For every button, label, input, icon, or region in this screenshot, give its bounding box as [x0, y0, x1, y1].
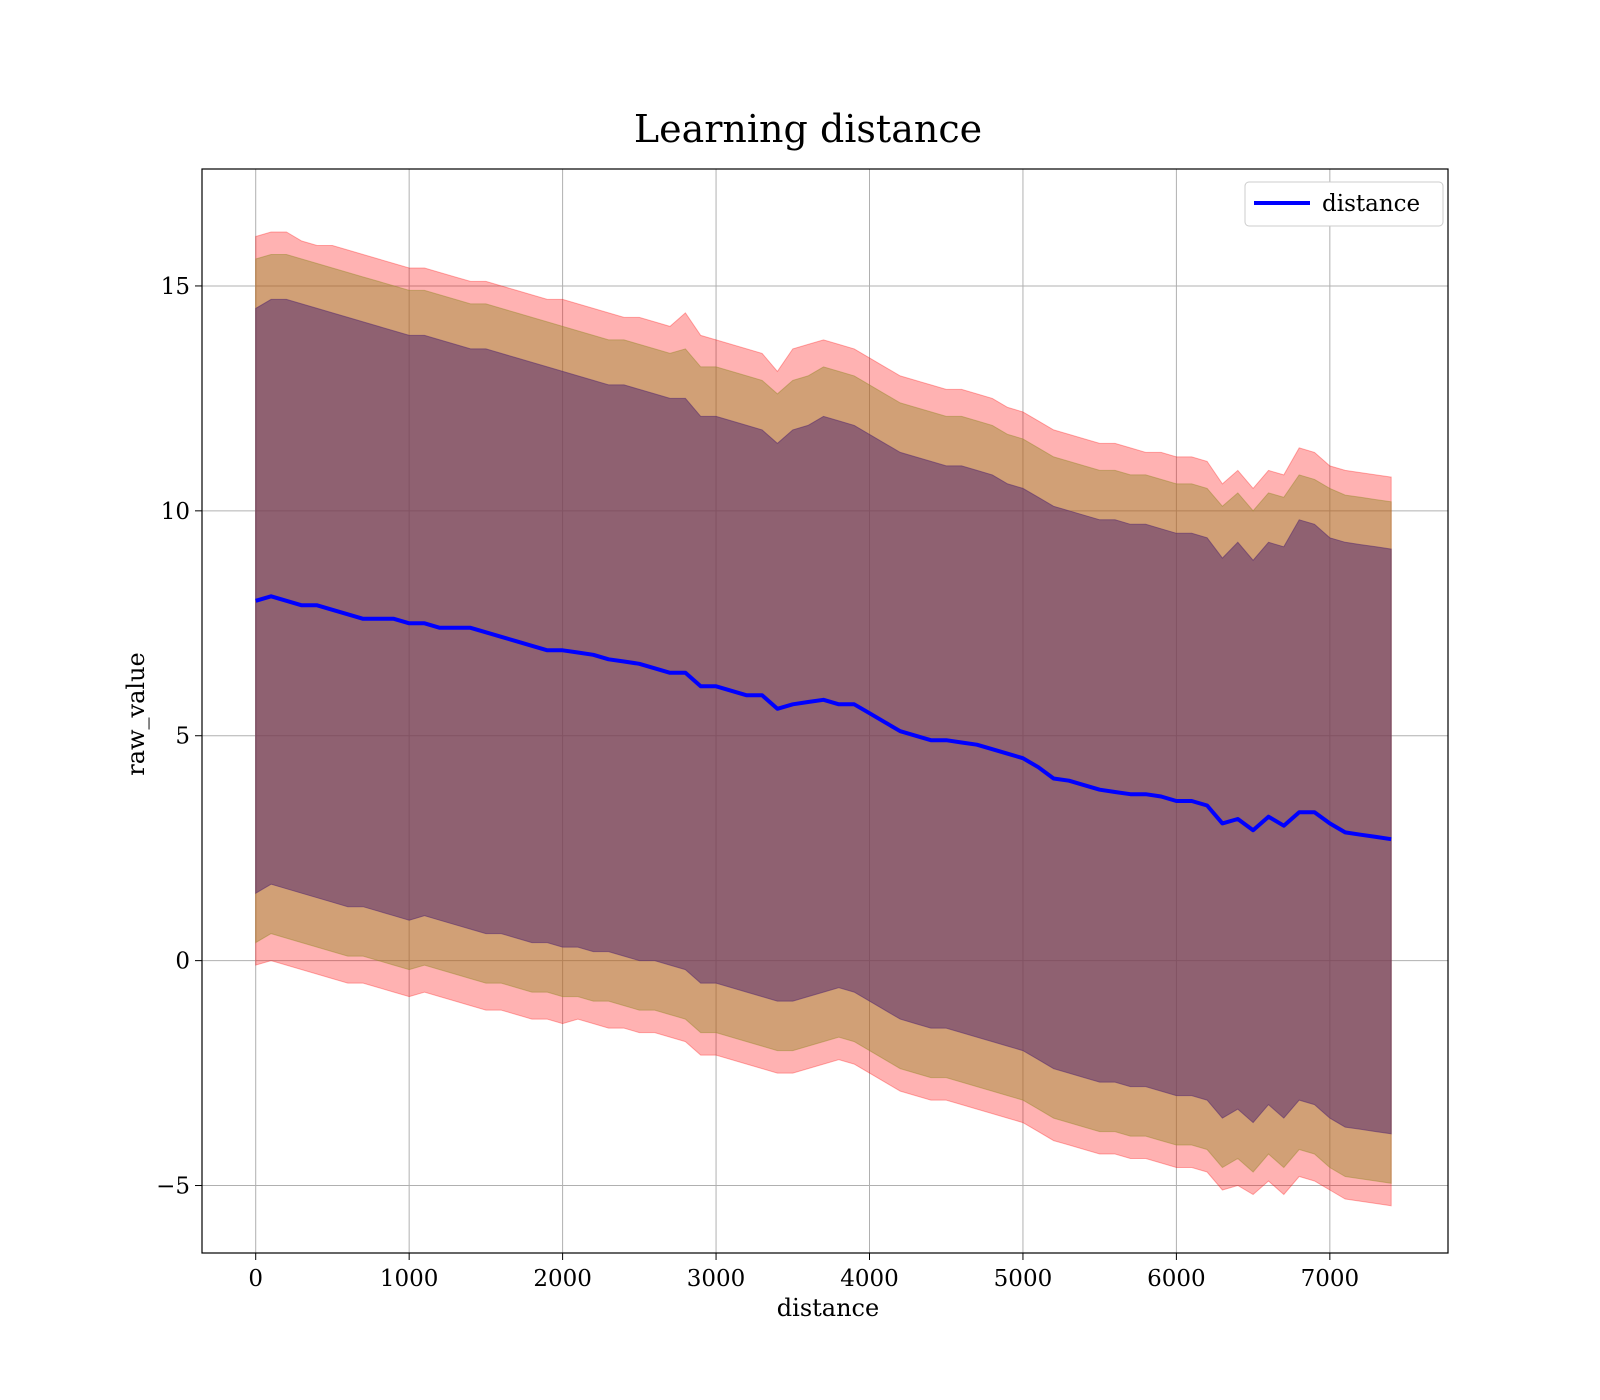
series-lines [255, 594, 1392, 842]
x-tick-label: 4000 [840, 1266, 899, 1292]
y-axis-ticks: −5 0 5 10 15 [156, 274, 202, 1200]
y-axis-label: raw_value [122, 652, 150, 776]
x-tick-label: 2000 [533, 1266, 592, 1292]
axes-frame [201, 168, 1449, 1254]
y-tick-label: 0 [175, 949, 190, 975]
x-tick-label: 6000 [1147, 1266, 1206, 1292]
legend-label-distance: distance [1322, 191, 1420, 217]
legend: distance [1244, 181, 1444, 227]
chart-title: Learning distance [634, 107, 982, 151]
x-tick-label: 7000 [1301, 1266, 1360, 1292]
y-tick-label: 15 [161, 274, 190, 300]
confidence-bands [255, 231, 1392, 1207]
plot-area: 0 1000 2000 3000 4000 5000 6000 7000 −5 0 5 10 15 [156, 168, 1449, 1292]
x-tick-label: 3000 [687, 1266, 746, 1292]
x-tick-label: 0 [248, 1266, 263, 1292]
series-line-distance [255, 594, 1392, 842]
x-tick-label: 1000 [380, 1266, 439, 1292]
x-axis-ticks: 0 1000 2000 3000 4000 5000 6000 7000 [248, 1253, 1359, 1292]
band-inner [255, 298, 1392, 1135]
y-tick-label: −5 [156, 1174, 190, 1200]
x-tick-label: 5000 [994, 1266, 1053, 1292]
y-tick-label: 5 [175, 724, 190, 750]
legend-box [1244, 181, 1444, 227]
y-tick-label: 10 [161, 499, 190, 525]
x-axis-label: distance [777, 1294, 879, 1322]
